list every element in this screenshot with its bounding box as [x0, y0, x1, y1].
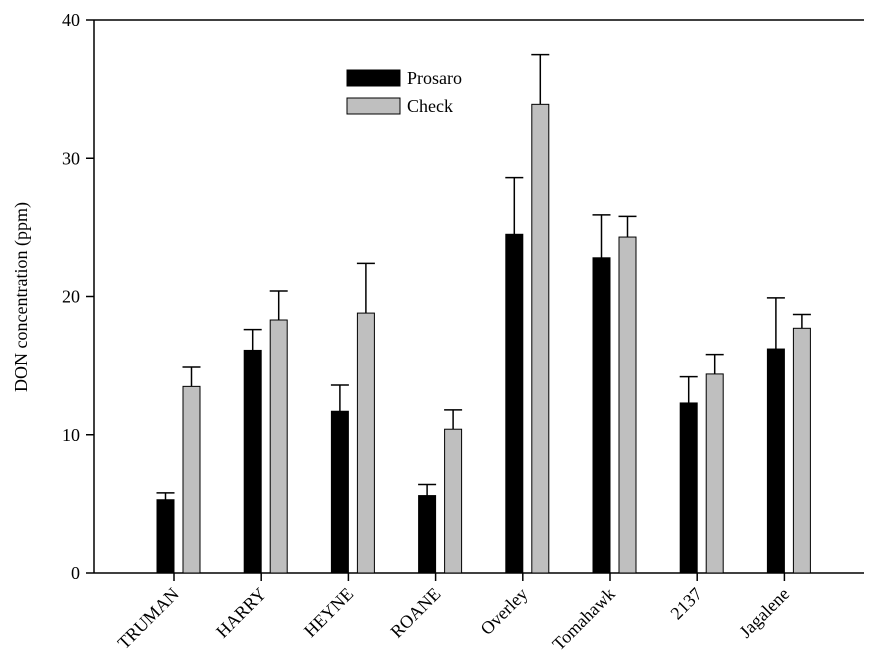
bar-prosaro: [505, 233, 524, 574]
bar-check: [705, 373, 724, 574]
bar-prosaro: [592, 257, 611, 574]
bar-check: [531, 103, 550, 574]
bar-prosaro: [679, 402, 698, 574]
legend-label-check: Check: [407, 96, 453, 116]
legend-swatch-check: [346, 97, 401, 115]
y-tick-label: 30: [62, 148, 80, 168]
bar-prosaro: [766, 348, 785, 574]
bar-check: [444, 428, 463, 574]
y-tick-label: 20: [62, 287, 80, 307]
y-axis-title: DON concentration (ppm): [11, 202, 32, 392]
bar-check: [269, 319, 288, 574]
legend-label-prosaro: Prosaro: [407, 68, 462, 88]
bar-check: [182, 385, 201, 574]
bar-prosaro: [418, 495, 437, 574]
bar-prosaro: [156, 499, 175, 574]
bar-check: [356, 312, 375, 574]
y-tick-label: 40: [62, 10, 80, 30]
y-tick-label: 0: [71, 563, 80, 583]
bar-prosaro: [330, 410, 349, 574]
bar-prosaro: [243, 349, 262, 574]
legend-swatch-prosaro: [346, 69, 401, 87]
bar-check: [618, 236, 637, 574]
y-tick-label: 10: [62, 425, 80, 445]
bar-check: [792, 327, 811, 574]
